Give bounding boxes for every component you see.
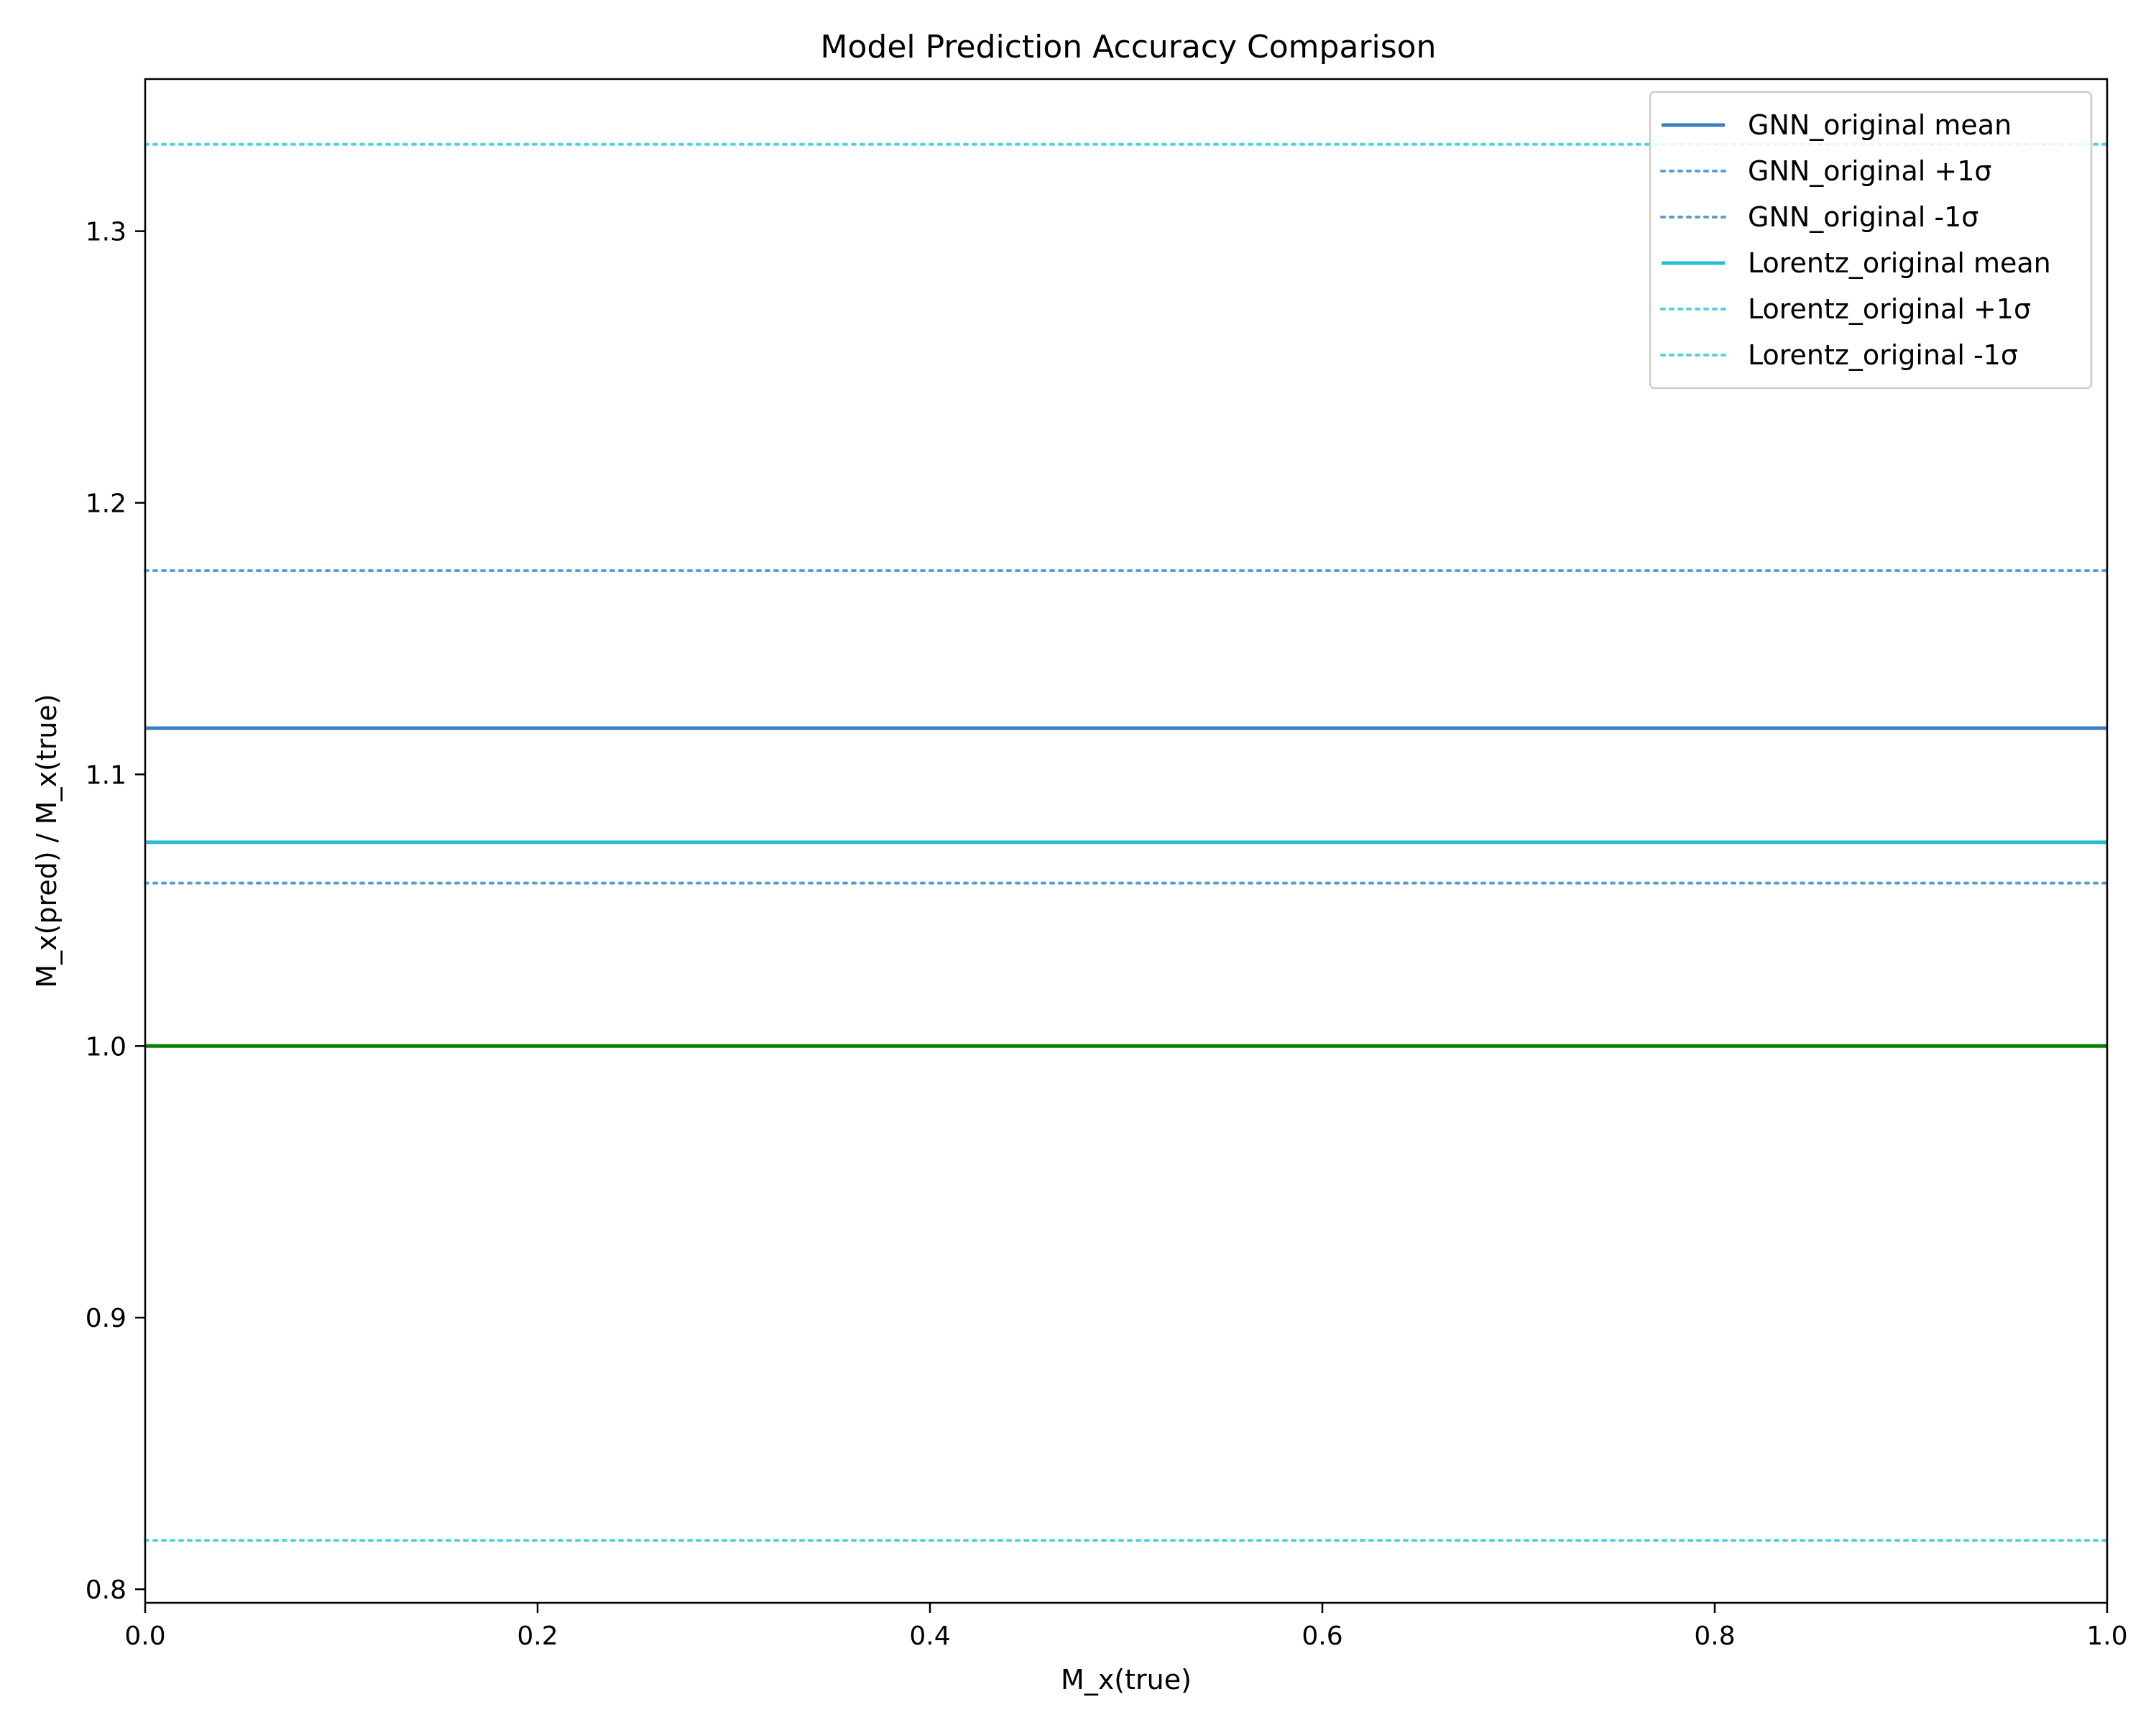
chart-title: Model Prediction Accuracy Comparison	[821, 29, 1437, 65]
legend-label-4: Lorentz_original +1σ	[1748, 293, 2031, 325]
y-tick-label-1: 0.9	[86, 1304, 126, 1333]
x-tick-label-4: 0.8	[1694, 1622, 1735, 1651]
x-tick-label-1: 0.2	[517, 1622, 558, 1651]
legend-label-3: Lorentz_original mean	[1748, 247, 2051, 279]
series-layer	[144, 142, 2109, 1542]
x-tick-label-2: 0.4	[909, 1622, 950, 1651]
y-tick-label-2: 1.0	[86, 1032, 126, 1062]
x-tick-label-3: 0.6	[1302, 1622, 1342, 1651]
y-tick-label-3: 1.1	[86, 760, 126, 790]
x-axis-label: M_x(true)	[1061, 1664, 1192, 1696]
legend-label-2: GNN_original -1σ	[1748, 201, 1978, 233]
y-tick-label-4: 1.2	[86, 489, 126, 519]
plot-frame	[144, 78, 2109, 1604]
legend-label-0: GNN_original mean	[1748, 109, 2012, 141]
x-tick-label-0: 0.0	[124, 1622, 165, 1651]
legend-label-5: Lorentz_original -1σ	[1748, 339, 2018, 371]
y-axis-ticks: 0.8 0.9 1.0 1.1 1.2 1.3	[86, 218, 145, 1605]
x-tick-label-5: 1.0	[2086, 1622, 2127, 1651]
y-tick-label-5: 1.3	[86, 218, 126, 247]
legend-label-1: GNN_original +1σ	[1748, 155, 1992, 187]
y-tick-label-0: 0.8	[86, 1576, 126, 1605]
x-axis-ticks: 0.0 0.2 0.4 0.6 0.8 1.0	[124, 1603, 2128, 1651]
y-axis-label: M_x(pred) / M_x(true)	[31, 694, 63, 988]
legend: GNN_original mean GNN_original +1σ GNN_ori…	[1649, 91, 2093, 390]
legend-box	[1649, 91, 2093, 390]
